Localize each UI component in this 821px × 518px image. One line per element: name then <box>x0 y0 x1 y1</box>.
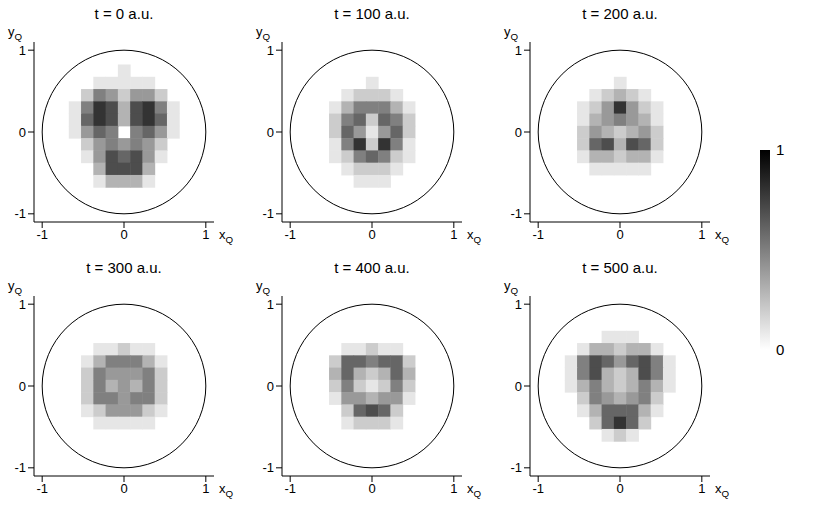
html-text:yQ: yQ <box>8 24 23 42</box>
svg-text:1: 1 <box>267 297 274 312</box>
svg-text:1: 1 <box>698 481 705 496</box>
svg-text:-1: -1 <box>262 460 274 475</box>
svg-text:1: 1 <box>515 43 522 58</box>
html-text:t = 0 a.u.: t = 0 a.u. <box>94 5 154 22</box>
html-text:yQ: yQ <box>256 278 271 296</box>
svg-text:-1: -1 <box>36 227 48 242</box>
html-text:t = 400 a.u.: t = 400 a.u. <box>334 259 410 276</box>
html-text:1: 1 <box>776 141 785 158</box>
svg-text:1: 1 <box>202 227 209 242</box>
svg-text:1: 1 <box>450 227 457 242</box>
svg-text:-1: -1 <box>510 206 522 221</box>
html-text:xQ: xQ <box>467 481 482 499</box>
svg-text:1: 1 <box>19 297 26 312</box>
svg-text:0: 0 <box>267 379 274 394</box>
svg-text:1: 1 <box>698 227 705 242</box>
svg-text:1: 1 <box>267 43 274 58</box>
svg-text:-1: -1 <box>532 481 544 496</box>
html-text:t = 500 a.u.: t = 500 a.u. <box>582 259 658 276</box>
html-text:xQ: xQ <box>467 227 482 245</box>
html-text:yQ: yQ <box>8 278 23 296</box>
svg-text:-1: -1 <box>532 227 544 242</box>
svg-text:0: 0 <box>616 481 623 496</box>
svg-text:0: 0 <box>267 125 274 140</box>
svg-text:1: 1 <box>515 297 522 312</box>
html-text:yQ: yQ <box>504 278 519 296</box>
svg-text:-1: -1 <box>14 460 26 475</box>
svg-text:1: 1 <box>450 481 457 496</box>
html-text:xQ: xQ <box>715 227 730 245</box>
svg-text:1: 1 <box>19 43 26 58</box>
svg-text:-1: -1 <box>284 227 296 242</box>
html-text:xQ: xQ <box>715 481 730 499</box>
svg-text:0: 0 <box>515 125 522 140</box>
svg-text:0: 0 <box>120 227 127 242</box>
html-text:yQ: yQ <box>504 24 519 42</box>
svg-text:1: 1 <box>202 481 209 496</box>
svg-text:0: 0 <box>19 125 26 140</box>
html-text:t = 100 a.u.: t = 100 a.u. <box>334 5 410 22</box>
svg-text:-1: -1 <box>14 206 26 221</box>
svg-text:-1: -1 <box>510 460 522 475</box>
html-text:yQ: yQ <box>256 24 271 42</box>
html-text:t = 300 a.u.: t = 300 a.u. <box>86 259 162 276</box>
svg-text:0: 0 <box>368 481 375 496</box>
html-text:0: 0 <box>776 341 785 358</box>
svg-text:0: 0 <box>368 227 375 242</box>
svg-text:0: 0 <box>19 379 26 394</box>
svg-text:0: 0 <box>616 227 623 242</box>
html-text:xQ: xQ <box>219 481 234 499</box>
svg-text:-1: -1 <box>36 481 48 496</box>
svg-text:-1: -1 <box>284 481 296 496</box>
html-text:t = 200 a.u.: t = 200 a.u. <box>582 5 658 22</box>
html-text:xQ: xQ <box>219 227 234 245</box>
svg-text:0: 0 <box>120 481 127 496</box>
svg-text:-1: -1 <box>262 206 274 221</box>
svg-text:0: 0 <box>515 379 522 394</box>
